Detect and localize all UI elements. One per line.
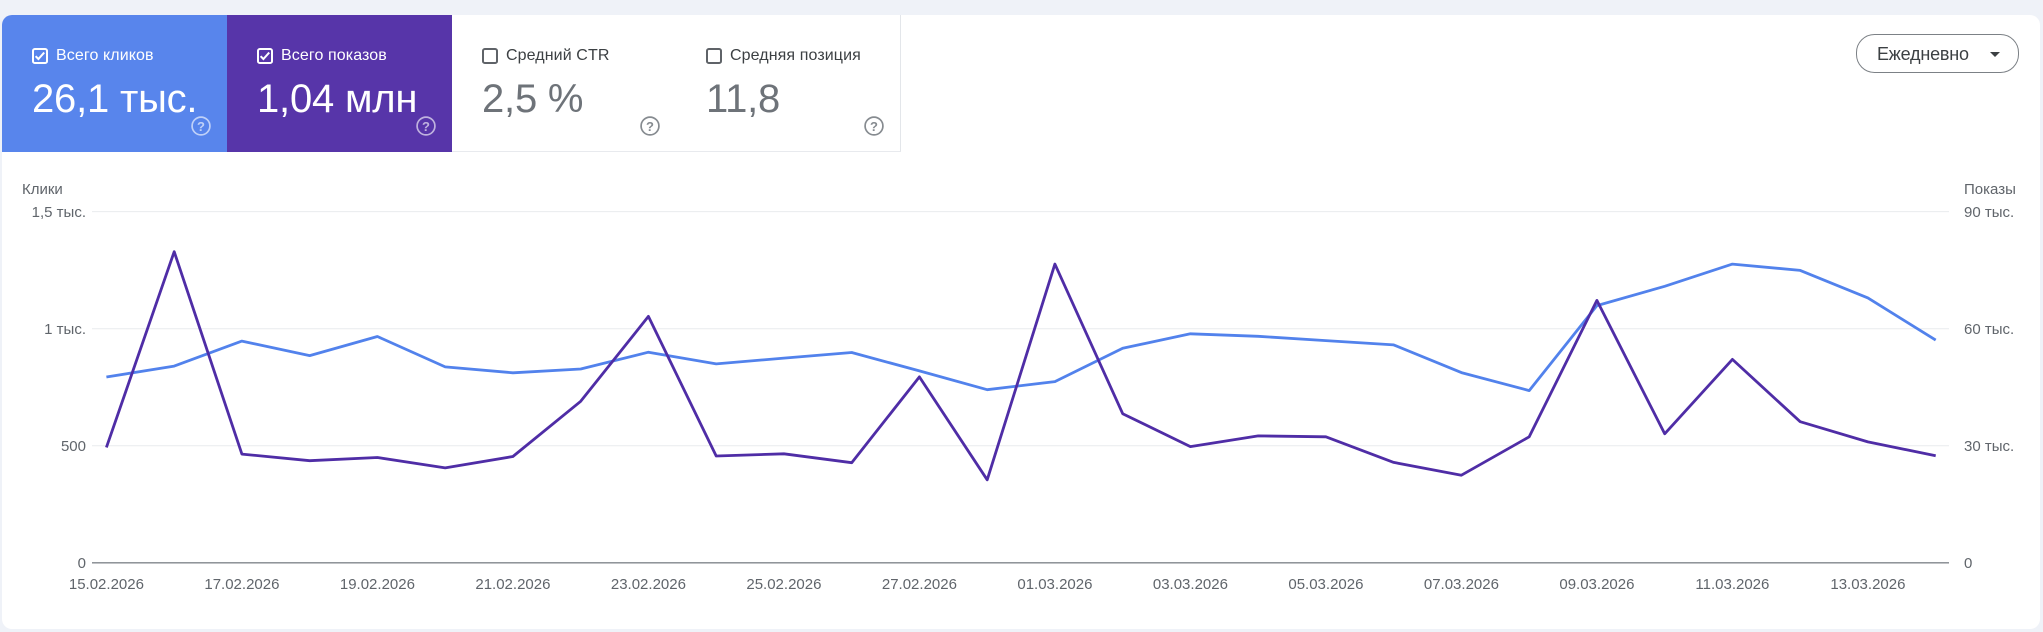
svg-text:Клики: Клики bbox=[22, 181, 63, 198]
svg-text:21.02.2026: 21.02.2026 bbox=[475, 576, 550, 593]
svg-text:Показы: Показы bbox=[1964, 181, 2016, 198]
svg-text:25.02.2026: 25.02.2026 bbox=[746, 576, 821, 593]
svg-text:?: ? bbox=[197, 118, 205, 133]
svg-text:07.03.2026: 07.03.2026 bbox=[1424, 576, 1499, 593]
svg-text:03.03.2026: 03.03.2026 bbox=[1153, 576, 1228, 593]
svg-text:90 тыс.: 90 тыс. bbox=[1964, 204, 2014, 221]
svg-text:0: 0 bbox=[78, 555, 86, 572]
svg-text:13.03.2026: 13.03.2026 bbox=[1830, 576, 1905, 593]
svg-text:17.02.2026: 17.02.2026 bbox=[204, 576, 279, 593]
svg-text:?: ? bbox=[646, 118, 654, 133]
svg-text:05.03.2026: 05.03.2026 bbox=[1288, 576, 1363, 593]
svg-text:09.03.2026: 09.03.2026 bbox=[1559, 576, 1634, 593]
svg-text:30 тыс.: 30 тыс. bbox=[1964, 438, 2014, 455]
svg-text:27.02.2026: 27.02.2026 bbox=[882, 576, 957, 593]
svg-text:23.02.2026: 23.02.2026 bbox=[611, 576, 686, 593]
svg-text:0: 0 bbox=[1964, 555, 1972, 572]
svg-text:1 тыс.: 1 тыс. bbox=[44, 321, 86, 338]
svg-text:500: 500 bbox=[61, 438, 86, 455]
svg-text:60 тыс.: 60 тыс. bbox=[1964, 321, 2014, 338]
svg-text:19.02.2026: 19.02.2026 bbox=[340, 576, 415, 593]
svg-text:?: ? bbox=[422, 118, 430, 133]
svg-text:1,5 тыс.: 1,5 тыс. bbox=[32, 204, 86, 221]
svg-text:?: ? bbox=[870, 118, 878, 133]
svg-text:01.03.2026: 01.03.2026 bbox=[1017, 576, 1092, 593]
svg-text:15.02.2026: 15.02.2026 bbox=[69, 576, 144, 593]
svg-text:11.03.2026: 11.03.2026 bbox=[1695, 576, 1769, 593]
